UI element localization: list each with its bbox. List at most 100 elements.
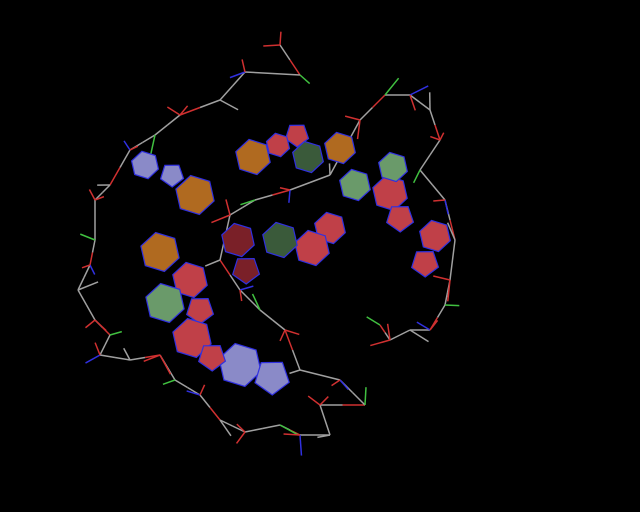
backbone-bond	[429, 139, 441, 156]
backbone-bond	[284, 329, 294, 351]
side-bond	[263, 44, 281, 47]
side-bond	[307, 395, 321, 406]
nucleobase-ring	[172, 261, 208, 299]
backbone-bond	[249, 299, 261, 311]
nucleobase-ring	[235, 138, 271, 176]
side-bond	[299, 434, 303, 456]
side-bond	[384, 77, 400, 96]
backbone-bond	[351, 391, 366, 406]
side-bond	[409, 94, 416, 111]
backbone-bond	[114, 356, 131, 361]
side-bond	[439, 132, 445, 141]
base-rings	[130, 124, 451, 396]
backbone-bond	[289, 59, 301, 76]
backbone-bond	[319, 374, 341, 381]
side-bond	[204, 259, 221, 267]
backbone-bond	[229, 206, 243, 216]
backbone-bond	[444, 292, 449, 306]
backbone-bond	[91, 239, 96, 253]
side-bond	[240, 199, 256, 206]
side-bond	[80, 233, 96, 241]
backbone-bond	[85, 304, 96, 321]
side-bond	[166, 106, 181, 116]
nucleobase-ring	[185, 297, 215, 325]
nucleobase-ring	[324, 131, 356, 165]
nucleobase-ring	[419, 219, 451, 253]
backbone-bond	[77, 289, 88, 306]
side-bond	[94, 195, 105, 201]
side-bond	[129, 145, 139, 151]
backbone-bond	[419, 169, 434, 186]
backbone-bond	[83, 264, 91, 278]
side-bond	[409, 85, 429, 96]
backbone-bond	[272, 72, 301, 76]
side-bond	[279, 424, 299, 436]
backbone-bond	[279, 44, 291, 61]
nucleobase-ring	[284, 124, 310, 148]
side-bond	[251, 293, 261, 311]
side-bond	[81, 264, 91, 269]
side-bond	[433, 199, 446, 202]
nucleobase-ring	[410, 250, 440, 278]
nucleobase-ring	[145, 282, 185, 324]
backbone-bond	[389, 334, 401, 341]
nucleobase-ring	[159, 164, 185, 188]
side-bond	[123, 140, 131, 151]
backbone-bond	[431, 184, 446, 201]
backbone-bond	[174, 379, 188, 389]
nucleobase-ring	[339, 168, 371, 202]
side-bond	[186, 390, 201, 396]
backbone-bond	[142, 134, 156, 144]
backbone-bond	[272, 189, 291, 196]
backbone-bond	[399, 329, 411, 336]
backbone-bond	[429, 109, 436, 126]
side-bond	[235, 431, 246, 444]
backbone-bond	[209, 407, 221, 421]
nucleobase-ring	[378, 151, 408, 183]
side-bond	[386, 323, 391, 341]
side-bond	[444, 304, 460, 307]
side-bond	[364, 387, 367, 406]
backbone-bond	[324, 419, 331, 436]
side-bond	[331, 379, 341, 387]
nucleobase-ring	[385, 205, 415, 233]
backbone-bond	[262, 424, 281, 430]
backbone-bond	[77, 277, 85, 291]
backbone-bond	[167, 114, 181, 126]
nucleobase-ring	[294, 229, 330, 267]
backbone-bond	[244, 71, 273, 75]
side-bond	[289, 369, 301, 375]
backbone-bond	[272, 319, 286, 331]
backbone-bond	[119, 149, 131, 168]
side-bond	[162, 379, 176, 385]
backbone-bond	[419, 101, 431, 111]
side-bond	[416, 321, 431, 331]
side-bond	[447, 279, 451, 302]
backbone-bond	[291, 349, 301, 371]
side-bond	[77, 281, 99, 291]
side-bond	[219, 419, 232, 437]
backbone-bond	[434, 124, 441, 141]
backbone-bond	[104, 334, 111, 346]
backbone-bond	[289, 181, 311, 191]
backbone-bond	[299, 369, 321, 376]
side-bond	[288, 189, 291, 203]
backbone-bond	[99, 354, 116, 359]
side-bond	[430, 135, 441, 141]
side-bond	[179, 105, 189, 116]
side-bond	[94, 319, 107, 332]
side-bond	[328, 163, 331, 176]
side-bond	[85, 319, 96, 329]
side-bond	[229, 71, 246, 79]
backbone-bond	[436, 304, 446, 318]
side-bond	[225, 199, 231, 216]
side-bond	[89, 264, 96, 275]
backbone-bond	[239, 289, 251, 301]
backbone-bond	[254, 194, 273, 201]
backbone-bond	[259, 309, 273, 321]
side-bond	[239, 285, 254, 291]
backbone-bond	[371, 94, 386, 109]
side-bond	[279, 187, 291, 191]
backbone-bond	[101, 184, 111, 194]
